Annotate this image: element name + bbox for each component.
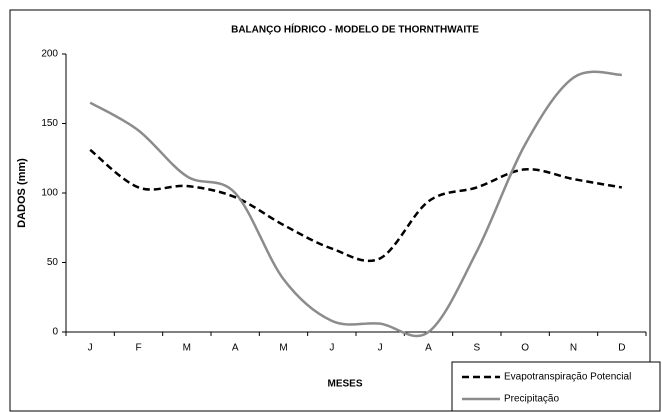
x-tick-label: N — [570, 343, 577, 354]
y-tick-label: 100 — [41, 188, 58, 199]
x-tick-label: F — [135, 343, 141, 354]
x-tick-label: J — [88, 343, 93, 354]
x-tick-label: M — [279, 343, 287, 354]
chart-title: BALANÇO HÍDRICO - MODELO DE THORNTHWAITE — [231, 23, 479, 36]
x-tick-label: S — [473, 343, 480, 354]
x-tick-label: A — [232, 343, 239, 354]
y-axis-label: DADOS (mm) — [16, 158, 28, 228]
y-tick-label: 150 — [41, 118, 58, 129]
legend-box — [451, 361, 661, 412]
chart-frame — [9, 9, 651, 412]
x-tick-label: O — [521, 343, 529, 354]
legend-label: Precipitação — [504, 394, 559, 405]
y-tick-label: 200 — [41, 49, 58, 60]
x-tick-label: J — [329, 343, 334, 354]
y-tick-label: 50 — [47, 257, 59, 268]
x-axis-label: MESES — [327, 379, 362, 390]
series-line — [89, 70, 622, 338]
series-line — [89, 148, 623, 263]
y-tick-label: 0 — [52, 327, 58, 338]
x-tick-label: D — [618, 343, 625, 354]
legend-label: Evapotranspiração Potencial — [504, 372, 631, 383]
x-tick-label: M — [183, 343, 191, 354]
x-tick-label: J — [378, 343, 383, 354]
x-tick-label: A — [425, 343, 432, 354]
